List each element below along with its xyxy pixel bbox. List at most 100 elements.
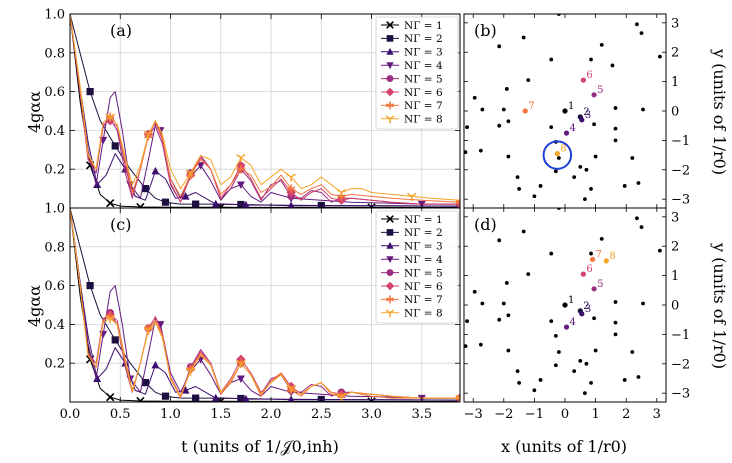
x-tick-label: −1 [525, 407, 544, 422]
y-axis-label-top: y (units of 1/r0) [710, 48, 729, 175]
labeled-site-6 [580, 271, 586, 277]
site-point [538, 184, 543, 188]
data-point-3 [181, 192, 190, 200]
data-point-7 [286, 184, 296, 193]
panel-c-time-plot: 0.2 0.4 0.6 0.8 1.0 0.0 0.5 1.0 1.5 2.0 2.5 3.0 3.5 N… [44, 202, 461, 422]
series-group-c [70, 208, 460, 402]
site-point [506, 348, 511, 353]
legend-label: NΓ = 5 [404, 73, 443, 85]
y-tick-label: 0.8 [44, 46, 65, 61]
labeled-site-5 [591, 92, 597, 98]
x-ticks-a [69, 14, 423, 208]
panel-b-label: (b) [474, 21, 497, 40]
site-point [497, 238, 502, 243]
data-point-2 [161, 392, 170, 400]
site-point [506, 154, 511, 159]
data-point-4 [236, 375, 245, 384]
site-point [504, 87, 509, 91]
labeled-site-7 [522, 108, 528, 114]
legend-item-5: NΓ = 5 [381, 267, 443, 279]
site-point [635, 216, 639, 221]
g-axis-label-top: 4gαα [25, 91, 44, 133]
site-point [578, 164, 583, 169]
site-point [521, 35, 526, 40]
x-tick-label: −2 [494, 407, 513, 422]
data-point-3 [287, 201, 295, 208]
g-axis-label-bottom: 4gαα [25, 285, 44, 327]
site-point [549, 251, 554, 256]
data-point-2 [192, 200, 200, 208]
site-point [584, 167, 589, 172]
site-label: 4 [570, 317, 576, 328]
site-point [556, 350, 561, 354]
site-point [622, 378, 627, 382]
y-tick-label: −2 [671, 357, 690, 372]
legend-square-marker [386, 35, 394, 42]
x-tick-label: 1.0 [160, 407, 181, 422]
site-point [578, 358, 583, 363]
site-point [497, 44, 502, 49]
site-point [521, 229, 526, 234]
x-tick-label: 3 [653, 407, 661, 422]
site-point [613, 138, 618, 143]
x-tick-label: 2.0 [261, 407, 282, 422]
data-point-3 [151, 166, 160, 175]
site-point [532, 388, 537, 393]
site-point [506, 313, 511, 318]
x-tick-label: 3.5 [411, 407, 432, 422]
data-point-8 [105, 315, 115, 324]
labeled-site-8 [603, 258, 609, 264]
x-tick-label: 2.5 [311, 407, 332, 422]
site-point [613, 332, 618, 337]
x-tick-label: 0.0 [60, 407, 81, 422]
site-point [610, 63, 615, 68]
axes-frame [69, 207, 461, 403]
legend-triangle-down-marker [386, 62, 394, 70]
site-label: 3 [585, 304, 591, 315]
site-point [613, 106, 618, 110]
site-point [613, 320, 618, 325]
legend-item-4: NΓ = 4 [381, 60, 443, 72]
y-tick-label: 0 [671, 299, 679, 314]
site-point [639, 31, 644, 36]
legend-label: NΓ = 2 [404, 227, 443, 239]
y-tick-label: 0.8 [44, 240, 65, 255]
site-point [589, 380, 593, 385]
y-tick-label: 0.6 [44, 279, 65, 294]
y-tick-label: 1 [671, 75, 679, 90]
data-point-2 [141, 185, 149, 193]
site-point [589, 57, 593, 62]
legend-c: NΓ = 1NΓ = 2NΓ = 3NΓ = 4NΓ = 5NΓ = 6NΓ =… [375, 210, 459, 324]
site-point [515, 369, 520, 374]
site-point [599, 42, 604, 47]
site-point [630, 350, 635, 354]
legend-item-1: NΓ = 1 [381, 214, 443, 226]
site-point [556, 156, 561, 160]
x-tick-label: 3.0 [361, 407, 382, 422]
y-tick-label: 1 [671, 269, 679, 284]
data-point-8 [407, 192, 417, 202]
y-ticks-a: 0.2 0.4 0.6 0.8 1.0 [44, 8, 460, 178]
panel-c-label: (c) [110, 215, 131, 234]
site-point [589, 186, 593, 191]
legend-label: NΓ = 8 [404, 308, 443, 320]
panel-a-time-plot: 0.20.40.60.81.0NΓ = 1NΓ = 2NΓ = 3NΓ = 4N… [44, 8, 461, 209]
y-ticks-c: 0.2 0.4 0.6 0.8 1.0 [44, 202, 460, 372]
site-point [549, 57, 554, 62]
series-line-8 [70, 208, 460, 399]
site-point [641, 107, 645, 112]
y-tick-label: 2 [671, 46, 679, 61]
panel-a-label: (a) [110, 21, 132, 40]
site-point [538, 378, 543, 382]
y-tick-label: 3 [671, 16, 679, 31]
legend-label: NΓ = 4 [404, 254, 443, 266]
labeled-site-3 [579, 311, 585, 317]
legend-label: NΓ = 3 [404, 241, 443, 253]
data-point-7 [236, 164, 246, 174]
labeled-site-8 [554, 151, 560, 157]
legend-label: NΓ = 2 [404, 33, 443, 45]
site-label: 1 [568, 101, 574, 112]
